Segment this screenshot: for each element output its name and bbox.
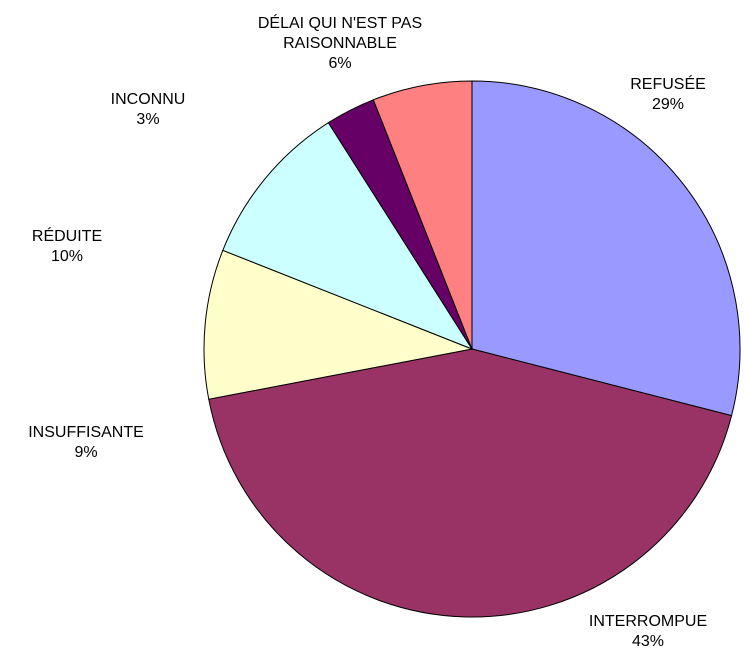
value-label: 6% (328, 55, 352, 72)
value-label: 29% (651, 96, 685, 113)
pie-slice (222, 122, 474, 351)
pie-slice (471, 80, 741, 417)
slice-label: RÉDUITE 10% (32, 227, 102, 267)
value-label: 43% (631, 633, 665, 650)
slice-label: INSUFFISANTE 9% (28, 423, 144, 463)
category-label: RÉDUITE (31, 228, 103, 245)
slice-label: INCONNU 3% (111, 90, 186, 130)
value-label: 3% (136, 111, 160, 128)
category-label: INSUFFISANTE (28, 424, 144, 441)
pie-slice (372, 80, 473, 350)
category-label: INCONNU (110, 91, 186, 108)
slice-label: REFUSÉE 29% (630, 75, 706, 115)
value-label: 10% (50, 248, 84, 265)
slice-label: DÉLAI QUI N'EST PAS RAISONNABLE 6% (240, 14, 440, 74)
value-label: 9% (74, 444, 98, 461)
pie-slice (203, 249, 474, 400)
category-label: INTERROMPUE (588, 613, 708, 630)
pie-slice (208, 348, 733, 618)
category-label: DÉLAI QUI N'EST PAS RAISONNABLE (257, 15, 423, 52)
category-label: REFUSÉE (630, 76, 706, 93)
slice-label: INTERROMPUE 43% (589, 612, 707, 652)
